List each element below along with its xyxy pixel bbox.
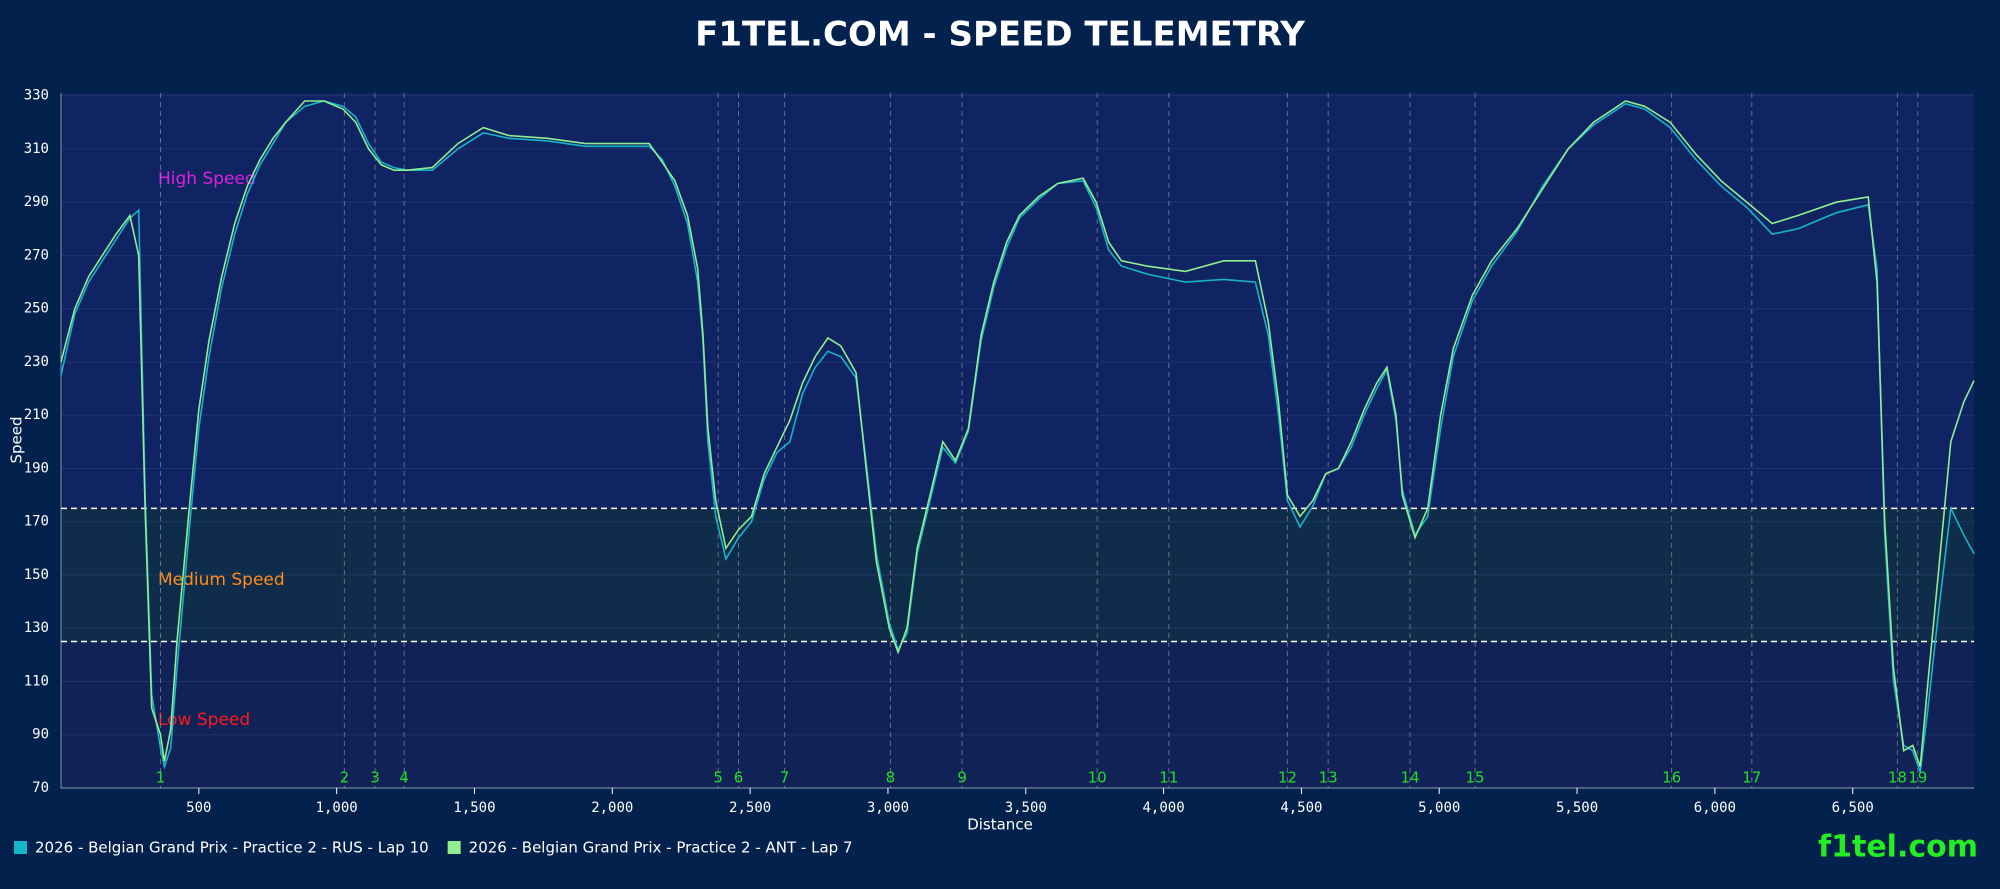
x-tick-label: 2,000: [591, 800, 633, 816]
series-line: [60, 100, 1975, 773]
zone-band: [61, 641, 1974, 788]
corner-label: 6: [734, 769, 744, 787]
x-tick-label: 6,000: [1694, 800, 1736, 816]
corner-label: 1: [156, 769, 166, 787]
x-tick-label: 5,000: [1418, 800, 1460, 816]
y-tick-label: 330: [24, 88, 49, 104]
y-tick-label: 250: [24, 301, 49, 317]
x-tick-label: 5,500: [1556, 800, 1598, 816]
watermark: f1tel.com: [1818, 830, 1978, 865]
corner-label: 9: [957, 769, 967, 787]
x-tick-label: 6,500: [1832, 800, 1874, 816]
legend-swatch: [14, 841, 27, 854]
corner-label: 8: [886, 769, 896, 787]
y-tick-label: 190: [24, 460, 49, 476]
x-tick-label: 2,500: [729, 800, 771, 816]
corner-label: 12: [1278, 769, 1297, 787]
series-line: [60, 100, 1975, 767]
x-tick-label: 1,500: [453, 800, 495, 816]
y-tick-label: 90: [32, 727, 49, 743]
corner-label: 13: [1319, 769, 1338, 787]
y-tick-label: 290: [24, 194, 49, 210]
x-tick-label: 3,000: [867, 800, 909, 816]
corner-label: 5: [713, 769, 723, 787]
y-tick-label: 150: [24, 567, 49, 583]
corner-label: 3: [370, 769, 380, 787]
x-tick-label: 4,500: [1280, 800, 1322, 816]
y-axis-title: Speed: [8, 416, 26, 463]
corner-label: 17: [1742, 769, 1761, 787]
corner-label: 11: [1159, 769, 1178, 787]
x-tick-label: 3,500: [1005, 800, 1047, 816]
y-tick-label: 270: [24, 247, 49, 263]
y-tick-label: 170: [24, 514, 49, 530]
x-tick-label: 1,000: [316, 800, 358, 816]
x-tick-label: 500: [186, 800, 211, 816]
zone-band: [61, 93, 1974, 509]
x-axis-title: Distance: [967, 816, 1033, 834]
corner-label: 2: [340, 769, 350, 787]
zone-label: Low Speed: [158, 710, 250, 730]
corner-label: 16: [1662, 769, 1681, 787]
corner-label: 4: [399, 769, 409, 787]
chart-title: F1TEL.COM - SPEED TELEMETRY: [695, 15, 1305, 55]
corner-label: 10: [1088, 769, 1107, 787]
corner-label: 19: [1908, 769, 1927, 787]
zone-label: High Speed: [158, 169, 256, 189]
y-tick-label: 110: [24, 673, 49, 689]
legend-label: 2026 - Belgian Grand Prix - Practice 2 -…: [469, 839, 853, 857]
y-tick-label: 230: [24, 354, 49, 370]
corner-label: 15: [1466, 769, 1485, 787]
y-tick-label: 70: [32, 780, 49, 796]
corner-label: 7: [780, 769, 790, 787]
zone-label: Medium Speed: [158, 570, 285, 590]
legend-label: 2026 - Belgian Grand Prix - Practice 2 -…: [35, 839, 429, 857]
y-tick-label: 130: [24, 620, 49, 636]
y-tick-label: 310: [24, 141, 49, 157]
y-tick-label: 210: [24, 407, 49, 423]
x-tick-label: 4,000: [1143, 800, 1185, 816]
corner-label: 14: [1400, 769, 1419, 787]
legend-swatch: [447, 841, 461, 854]
corner-label: 18: [1888, 769, 1907, 787]
